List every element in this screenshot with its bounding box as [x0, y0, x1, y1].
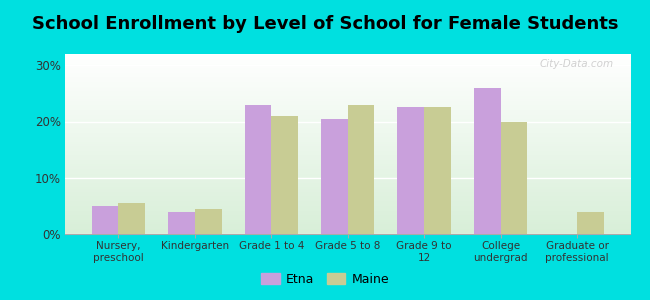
Bar — [397, 107, 424, 234]
Bar — [244, 105, 271, 234]
Bar — [577, 212, 604, 234]
Legend: Etna, Maine: Etna, Maine — [255, 268, 395, 291]
Bar — [424, 107, 451, 234]
Bar — [474, 88, 500, 234]
Bar — [92, 206, 118, 234]
Bar — [168, 212, 195, 234]
Text: School Enrollment by Level of School for Female Students: School Enrollment by Level of School for… — [32, 15, 618, 33]
Bar — [321, 119, 348, 234]
Bar — [500, 122, 527, 234]
Text: City-Data.com: City-Data.com — [540, 59, 614, 69]
Bar — [348, 105, 374, 234]
Bar — [271, 116, 298, 234]
Bar — [118, 203, 145, 234]
Bar — [195, 209, 222, 234]
